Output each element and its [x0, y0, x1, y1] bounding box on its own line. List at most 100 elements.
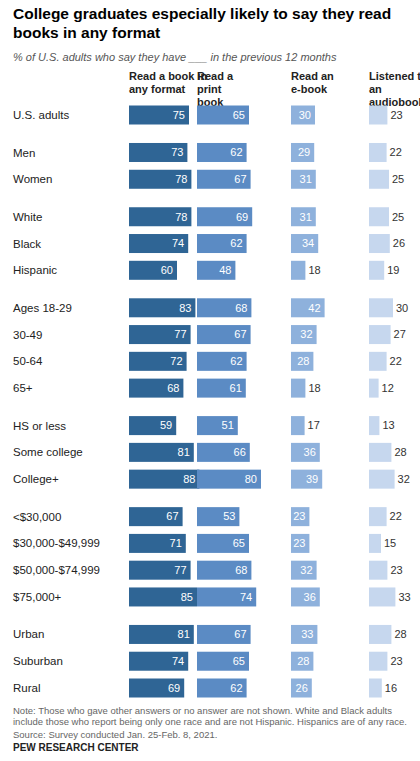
- data-labels: 7573787874608377726859818867717785817469: [160, 109, 195, 694]
- column: Read ane-book302931313418423228181736392…: [291, 70, 334, 698]
- category-label: Women: [13, 173, 52, 185]
- bar: [129, 379, 183, 398]
- data-label: 32: [398, 473, 410, 485]
- bar: [369, 470, 395, 489]
- bar: [129, 234, 188, 253]
- column: Listened toanaudiobook232225252619302722…: [369, 70, 420, 698]
- data-label: 61: [230, 382, 242, 394]
- bar: [197, 507, 239, 526]
- data-label: 74: [240, 591, 252, 603]
- category-label: 65+: [13, 382, 33, 394]
- bar: [129, 587, 197, 606]
- title: College graduates especially likely to s…: [13, 5, 391, 41]
- bar: [291, 143, 314, 162]
- data-label: 60: [161, 264, 173, 276]
- category-label: Hispanic: [13, 264, 57, 276]
- bar: [197, 143, 247, 162]
- bar: [291, 234, 318, 253]
- bar: [291, 379, 305, 398]
- bar: [291, 470, 322, 489]
- bar: [369, 534, 381, 553]
- data-label: 59: [160, 419, 172, 431]
- bar: [291, 679, 312, 698]
- bar: [369, 652, 387, 671]
- data-label: 65: [233, 109, 245, 121]
- column: Read a book inany format7573787874608377…: [129, 70, 208, 698]
- series-header: Read ane-book: [291, 70, 334, 95]
- data-label: 26: [296, 682, 308, 694]
- bar: [197, 352, 247, 371]
- data-label: 75: [173, 109, 185, 121]
- data-label: 80: [245, 473, 257, 485]
- bar: [291, 261, 305, 280]
- category-label: Rural: [13, 682, 40, 694]
- text-line: Listened to: [369, 70, 420, 82]
- data-label: 28: [297, 355, 309, 367]
- data-label: 22: [390, 146, 402, 158]
- bar: [197, 261, 235, 280]
- bar: [369, 625, 391, 644]
- bar: [291, 587, 320, 606]
- bar: [369, 379, 379, 398]
- bar: [369, 261, 384, 280]
- bar: [197, 106, 249, 125]
- data-label: 74: [172, 655, 184, 667]
- source: Source: Survey conducted Jan. 25-Feb. 8,…: [13, 729, 217, 740]
- bars: [369, 106, 395, 698]
- category-label: Some college: [13, 446, 83, 458]
- bar: [129, 143, 187, 162]
- data-label: 67: [234, 328, 246, 340]
- data-labels: 3029313134184232281817363923233236332826: [293, 109, 321, 694]
- data-label: 31: [300, 211, 312, 223]
- data-label: 22: [390, 355, 402, 367]
- bar: [129, 470, 199, 489]
- data-label: 67: [166, 510, 178, 522]
- bar: [129, 625, 194, 644]
- data-label: 23: [293, 537, 305, 549]
- bar: [291, 207, 316, 226]
- text-line: print: [197, 83, 222, 95]
- bar: [197, 170, 251, 189]
- category-label: <$30,000: [13, 511, 61, 523]
- data-label: 88: [183, 473, 195, 485]
- text-line: Read a book in: [129, 70, 208, 82]
- data-label: 36: [304, 446, 316, 458]
- bar: [129, 298, 195, 317]
- data-label: 42: [308, 302, 320, 314]
- data-label: 71: [170, 537, 182, 549]
- bar: [369, 298, 393, 317]
- bar: [291, 170, 316, 189]
- data-label: 28: [394, 628, 406, 640]
- data-label: 68: [167, 382, 179, 394]
- bars: [291, 106, 325, 698]
- text-line: Read an: [291, 70, 334, 82]
- bar: [129, 679, 184, 698]
- data-label: 12: [382, 382, 394, 394]
- data-label: 62: [230, 237, 242, 249]
- data-label: 29: [298, 146, 310, 158]
- data-labels: 2322252526193027221213283222152333282316: [382, 109, 411, 694]
- bar: [197, 416, 238, 435]
- data-label: 31: [300, 173, 312, 185]
- bar: [369, 561, 387, 580]
- data-label: 67: [234, 628, 246, 640]
- category-label: 50-64: [13, 355, 43, 367]
- bar: [291, 416, 305, 435]
- data-label: 32: [300, 564, 312, 576]
- data-label: 69: [236, 211, 248, 223]
- bar: [197, 298, 251, 317]
- bar: [197, 679, 247, 698]
- data-label: 74: [172, 237, 184, 249]
- data-label: 68: [235, 564, 247, 576]
- data-label: 85: [181, 591, 193, 603]
- bar: [197, 379, 246, 398]
- data-label: 18: [308, 264, 320, 276]
- text-line: include those who report being only one …: [13, 716, 407, 727]
- text-line: any format: [129, 83, 186, 95]
- bar: [369, 207, 389, 226]
- data-label: 28: [297, 655, 309, 667]
- bar: [197, 325, 251, 344]
- bar: [291, 507, 309, 526]
- bar: [129, 325, 191, 344]
- bar: [291, 625, 317, 644]
